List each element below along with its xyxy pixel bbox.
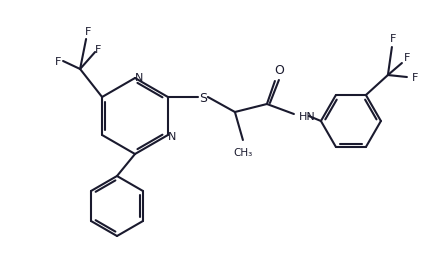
Text: F: F [85, 27, 91, 37]
Text: HN: HN [299, 112, 316, 121]
Text: F: F [390, 34, 396, 44]
Text: F: F [412, 73, 418, 83]
Text: F: F [404, 53, 410, 63]
Text: F: F [55, 57, 61, 67]
Text: N: N [135, 73, 143, 83]
Text: N: N [168, 132, 176, 141]
Text: F: F [95, 45, 101, 55]
Text: O: O [274, 64, 284, 77]
Text: S: S [199, 91, 207, 104]
Text: CH₃: CH₃ [233, 147, 253, 157]
